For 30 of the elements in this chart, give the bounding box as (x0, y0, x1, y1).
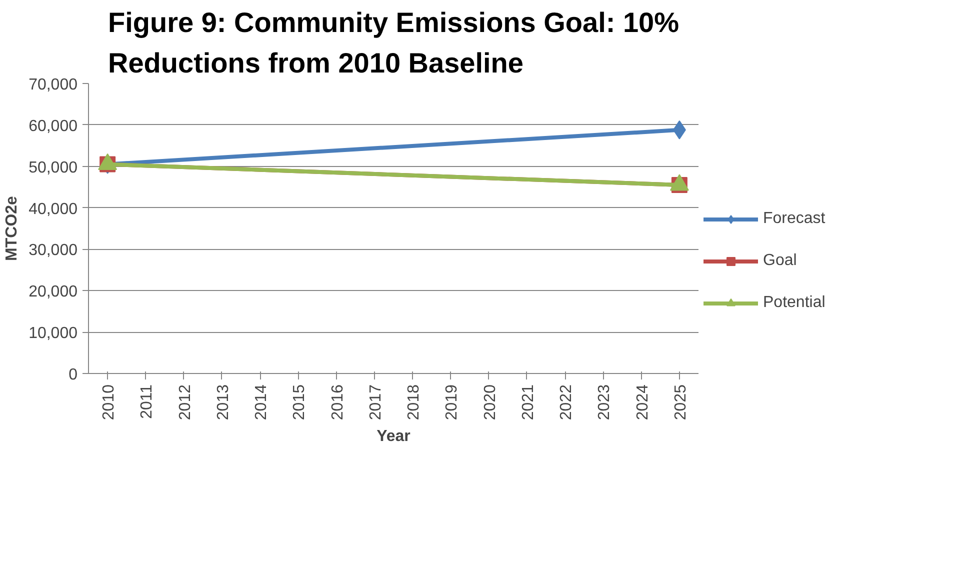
chart-title: Figure 9: Community Emissions Goal: 10% Reductions from 2010 Baseline (108, 7, 680, 78)
legend-label: Potential (763, 294, 826, 312)
x-tick-label: 2021 (520, 384, 537, 420)
x-tick-label: 2013 (214, 384, 232, 420)
x-tick-label: 2012 (176, 384, 194, 420)
y-tick-label: 60,000 (28, 118, 78, 135)
x-tick-label: 2025 (672, 384, 690, 420)
x-tick-label: 2011 (138, 384, 156, 419)
legend-label: Goal (763, 252, 797, 270)
y-tick-label: 0 (68, 366, 78, 384)
y-tick-label: 20,000 (28, 284, 78, 301)
y-tick-label: 10,000 (28, 325, 78, 342)
y-tick-label: 40,000 (28, 200, 78, 218)
y-tick-label: 30,000 (28, 242, 78, 260)
x-tick-label: 2017 (367, 384, 384, 420)
x-tick-label: 2016 (329, 384, 346, 420)
x-tick-label: 2014 (253, 384, 270, 420)
x-tick-label: 2019 (444, 384, 461, 420)
x-tick-label: 2015 (291, 384, 308, 420)
x-axis-title: Year (376, 428, 410, 446)
y-tick-label: 70,000 (28, 76, 78, 94)
x-tick-label: 2022 (558, 384, 576, 420)
x-tick-label: 2018 (406, 384, 423, 420)
x-tick-label: 2023 (596, 384, 614, 420)
y-axis-title: MTCO2e (4, 196, 21, 261)
x-tick-label: 2024 (634, 384, 652, 420)
y-tick-label: 50,000 (28, 159, 78, 176)
x-tick-label: 2020 (482, 384, 499, 420)
x-tick-label: 2010 (100, 384, 118, 420)
legend-label: Forecast (763, 210, 826, 228)
